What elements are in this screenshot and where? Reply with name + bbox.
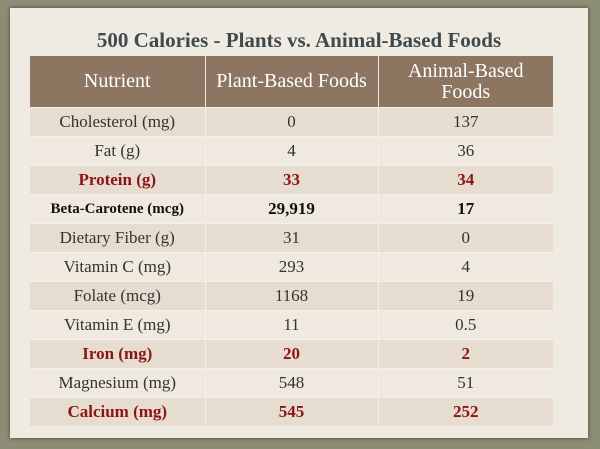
- table-cell: 29,919: [205, 194, 379, 224]
- table-cell: 4: [205, 136, 379, 166]
- table-cell: 20: [205, 339, 379, 369]
- table-row: Dietary Fiber (g) 31 0: [30, 223, 553, 253]
- table-cell: Fat (g): [30, 136, 206, 166]
- table-cell: 36: [378, 136, 553, 166]
- table-cell: 0.5: [378, 310, 553, 340]
- table-cell: 1168: [205, 281, 379, 311]
- table-cell: 0: [205, 107, 379, 137]
- table-cell: Vitamin C (mg): [30, 252, 206, 282]
- slide-card: 500 Calories - Plants vs. Animal-Based F…: [10, 8, 588, 438]
- table-cell: 0: [378, 223, 553, 253]
- table-cell: 19: [378, 281, 553, 311]
- table-row: Vitamin E (mg) 11 0.5: [30, 310, 553, 340]
- table-row: Beta-Carotene (mcg) 29,919 17: [30, 194, 553, 224]
- table-cell: Dietary Fiber (g): [30, 223, 206, 253]
- table-cell: 545: [205, 397, 379, 426]
- table-row: Magnesium (mg) 548 51: [30, 368, 553, 398]
- table-row: Folate (mcg) 1168 19: [30, 281, 553, 311]
- table-cell: 33: [205, 165, 379, 195]
- table-cell: 252: [378, 397, 553, 426]
- table-row: Cholesterol (mg) 0 137: [30, 107, 553, 137]
- header-cell: Plant-Based Foods: [205, 56, 379, 108]
- slide-title: 500 Calories - Plants vs. Animal-Based F…: [96, 28, 502, 52]
- table-cell: 2: [378, 339, 553, 369]
- table-cell: Cholesterol (mg): [30, 107, 206, 137]
- table-cell: 51: [378, 368, 553, 398]
- table-cell: 137: [378, 107, 553, 137]
- table-cell: 31: [205, 223, 379, 253]
- header-cell: Nutrient: [30, 56, 206, 108]
- table-cell: Iron (mg): [30, 339, 206, 369]
- table-cell: Magnesium (mg): [30, 368, 206, 398]
- table-row: Vitamin C (mg) 293 4: [30, 252, 553, 282]
- table-cell: Vitamin E (mg): [30, 310, 206, 340]
- header-row: Nutrient Plant-Based Foods Animal-Based …: [30, 56, 553, 108]
- table-cell: 293: [205, 252, 379, 282]
- table-cell: 34: [378, 165, 553, 195]
- table-row: Calcium (mg) 545 252: [30, 397, 553, 426]
- nutrient-table: Nutrient Plant-Based Foods Animal-Based …: [30, 56, 553, 426]
- table-cell: Calcium (mg): [30, 397, 206, 426]
- table-cell: 4: [378, 252, 553, 282]
- table-cell: 548: [205, 368, 379, 398]
- table-cell: Protein (g): [30, 165, 206, 195]
- table-row: Iron (mg) 20 2: [30, 339, 553, 369]
- header-cell: Animal-Based Foods: [378, 56, 553, 108]
- table-cell: 17: [378, 194, 553, 224]
- table-row: Fat (g) 4 36: [30, 136, 553, 166]
- table-row: Protein (g) 33 34: [30, 165, 553, 195]
- table-cell: Beta-Carotene (mcg): [30, 194, 206, 224]
- table-cell: 11: [205, 310, 379, 340]
- table-cell: Folate (mcg): [30, 281, 206, 311]
